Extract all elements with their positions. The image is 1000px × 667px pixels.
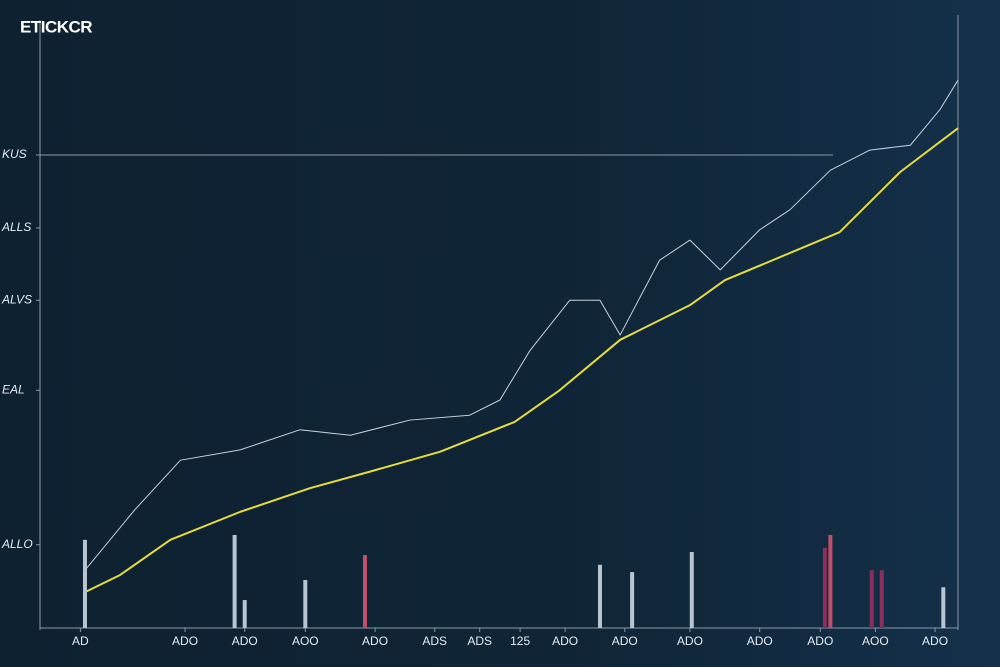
y-tick-label: ALVS [1, 292, 32, 306]
volume-bar [362, 555, 367, 628]
x-tick-label: 125 [510, 634, 530, 648]
x-tick-label: ADS [467, 634, 492, 648]
volume-bar [232, 534, 237, 628]
x-tick-label: ADO [922, 634, 948, 648]
volume-bar [630, 572, 635, 628]
volume-bar [941, 587, 946, 628]
y-tick-label: ALLS [1, 220, 31, 234]
x-tick-label: ADO [362, 634, 388, 648]
volume-bar [879, 570, 884, 628]
volume-bar [242, 600, 247, 628]
x-tick-label: ADO [552, 634, 578, 648]
x-tick-label: ADO [612, 634, 638, 648]
volume-bar [303, 579, 308, 628]
x-tick-label: ADO [677, 634, 703, 648]
x-tick-label: AD [72, 634, 89, 648]
x-tick-label: ADO [747, 634, 773, 648]
x-tick-label: ADS [422, 634, 447, 648]
volume-bar [689, 552, 694, 628]
volume-bar [828, 534, 833, 628]
volume-bar [869, 570, 874, 628]
series-line [84, 79, 959, 571]
y-tick-label: ALLO [1, 537, 33, 551]
chart-title: ETICKCR [20, 17, 92, 36]
series-line [84, 127, 959, 594]
x-tick-label: ADO [172, 634, 198, 648]
volume-bar [82, 539, 87, 628]
x-tick-label: ADO [807, 634, 833, 648]
volume-bar [822, 547, 827, 628]
y-tick-label: KUS [2, 147, 27, 161]
x-tick-label: AOO [292, 634, 319, 648]
x-tick-label: AOO [862, 634, 889, 648]
y-tick-label: EAL [2, 382, 25, 396]
x-tick-label: ADO [232, 634, 258, 648]
volume-bar [597, 564, 602, 628]
